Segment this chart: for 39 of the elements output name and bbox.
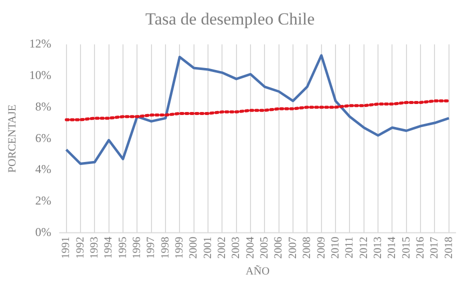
x-tick-label: 1998 [159, 236, 172, 259]
y-tick-label: 10% [29, 68, 52, 82]
x-tick-label: 2003 [230, 236, 242, 259]
x-tick-label: 2007 [286, 236, 299, 259]
y-axis-title: PORCENTAJE [6, 104, 18, 173]
x-axis-title: AÑO [246, 264, 270, 278]
x-tick-label: 1994 [102, 236, 115, 259]
y-tick-label: 2% [35, 194, 52, 208]
x-tick-label: 2015 [400, 236, 412, 259]
x-tick-label: 2001 [202, 236, 214, 259]
x-tick-label: 2004 [244, 236, 256, 259]
y-tick-label: 12% [29, 36, 52, 51]
chart-title: Tasa de desempleo Chile [145, 10, 315, 29]
x-tick-label: 2006 [272, 236, 285, 259]
x-tick-label: 2008 [301, 236, 314, 259]
x-tick-label: 2000 [188, 236, 200, 259]
x-tick-label: 1997 [145, 236, 158, 259]
x-tick-label: 1995 [116, 236, 129, 259]
y-tick-label: 4% [35, 162, 52, 176]
x-tick-label: 1999 [174, 236, 186, 259]
y-tick-label: 8% [35, 99, 52, 114]
x-tick-label: 1996 [131, 236, 144, 259]
y-tick-label: 6% [35, 130, 52, 145]
x-tick-label: 1992 [74, 236, 86, 259]
x-tick-label: 2016 [414, 236, 426, 259]
x-tick-label: 2002 [216, 236, 228, 259]
x-tick-label: 2010 [329, 236, 342, 259]
x-tick-label: 2018 [442, 236, 455, 259]
x-tick-label: 2012 [358, 236, 370, 259]
y-tick-label: 0% [35, 224, 52, 239]
x-tick-label: 2011 [344, 236, 356, 258]
x-tick-label: 2014 [386, 236, 398, 259]
x-tick-label: 2013 [372, 236, 384, 259]
x-tick-label: 1991 [60, 236, 72, 259]
line-series [64, 99, 450, 122]
x-tick-label: 2005 [258, 236, 271, 259]
x-tick-label: 1993 [88, 236, 101, 259]
x-tick-label: 2017 [428, 236, 441, 259]
x-tick-label: 2009 [315, 236, 328, 259]
